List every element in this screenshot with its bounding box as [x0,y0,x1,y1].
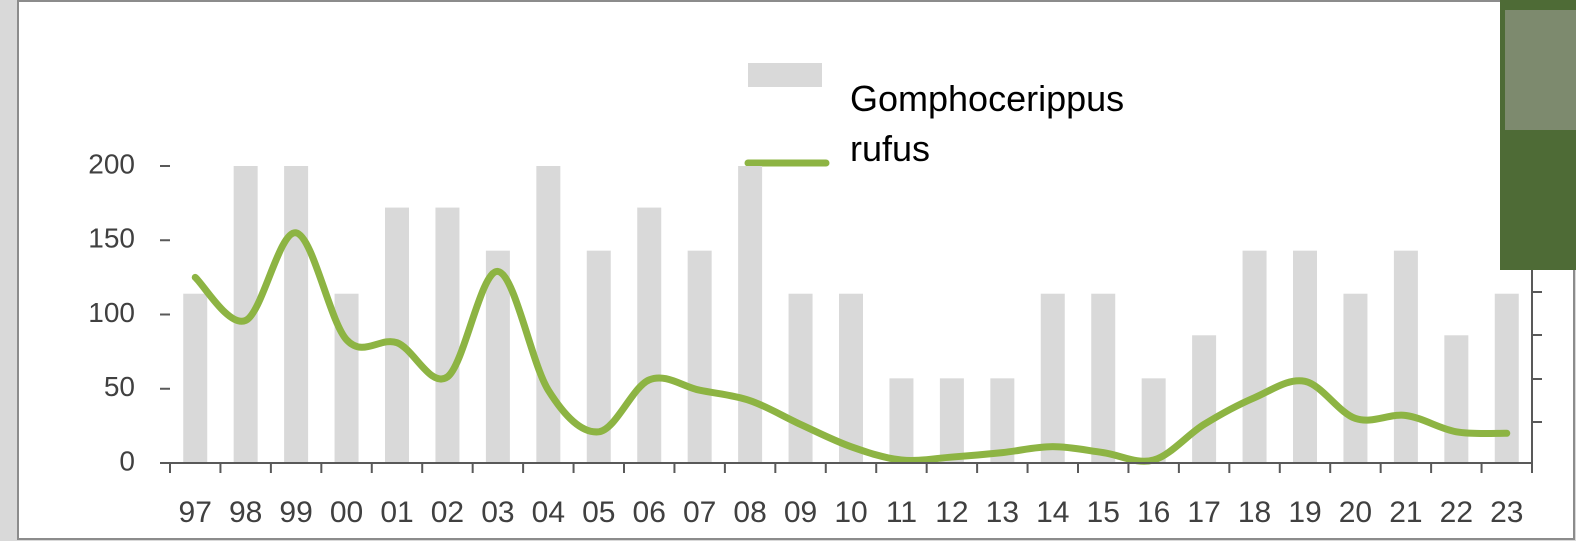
x-tick-label: 06 [633,496,666,529]
photo-detail [1505,10,1576,130]
line [191,229,1511,465]
x-tick-label: 15 [1087,496,1120,529]
y-tick-label: 50 [104,371,135,402]
x-tick-label: 97 [179,496,212,529]
bar [1293,250,1317,463]
x-tick-label: 07 [683,496,716,529]
bar [889,378,914,463]
bar [1242,250,1267,463]
x-tick-label: 19 [1288,496,1321,529]
bar [687,250,712,463]
x-tick-label: 22 [1440,496,1473,529]
x-tick-label: 11 [886,496,917,529]
bar [738,166,763,463]
legend-bar-swatch [748,63,822,87]
bar [637,207,662,463]
y-tick-label: 100 [88,297,135,328]
bar [1141,378,1166,463]
bar [284,166,309,463]
legend-label: Gomphocerippus rufus [850,78,1125,169]
x-tick-label: 20 [1339,496,1372,529]
x-tick-label: 12 [935,496,968,529]
y-tick-label: 0 [119,445,135,476]
bar [1192,335,1217,463]
x-tick-label: 23 [1490,496,1523,529]
x-tick-label: 18 [1238,496,1271,529]
bar [788,293,813,463]
x-tick-label: 00 [330,496,363,529]
bar [435,207,460,463]
bar [1040,293,1065,463]
x-tick-label: 01 [380,496,413,529]
x-tick-label: 21 [1389,496,1422,529]
x-tick-label: 04 [532,496,565,529]
x-tick-label: 13 [986,496,1019,529]
y-tick-label: 200 [88,148,135,179]
x-tick-label: 08 [733,496,766,529]
x-tick-label: 17 [1187,496,1220,529]
x-tick-label: 14 [1036,496,1069,529]
y-tick-label: 150 [88,223,135,254]
x-tick-label: 02 [431,496,464,529]
x-tick-label: 05 [582,496,615,529]
bar [385,207,409,463]
x-tick-label: 99 [279,496,312,529]
x-tick-label: 03 [481,496,514,529]
x-tick-label: 09 [784,496,817,529]
bar [1343,293,1368,463]
x-tick-label: 10 [834,496,867,529]
bar [183,293,208,463]
bar [536,166,561,463]
bar [839,293,863,463]
x-tick-label: 98 [229,496,262,529]
bar [1444,335,1469,463]
bar [1393,250,1418,463]
bar [485,250,510,463]
bar [1091,293,1116,463]
bar [1494,293,1519,463]
bar [939,378,964,463]
x-tick-label: 16 [1137,496,1170,529]
